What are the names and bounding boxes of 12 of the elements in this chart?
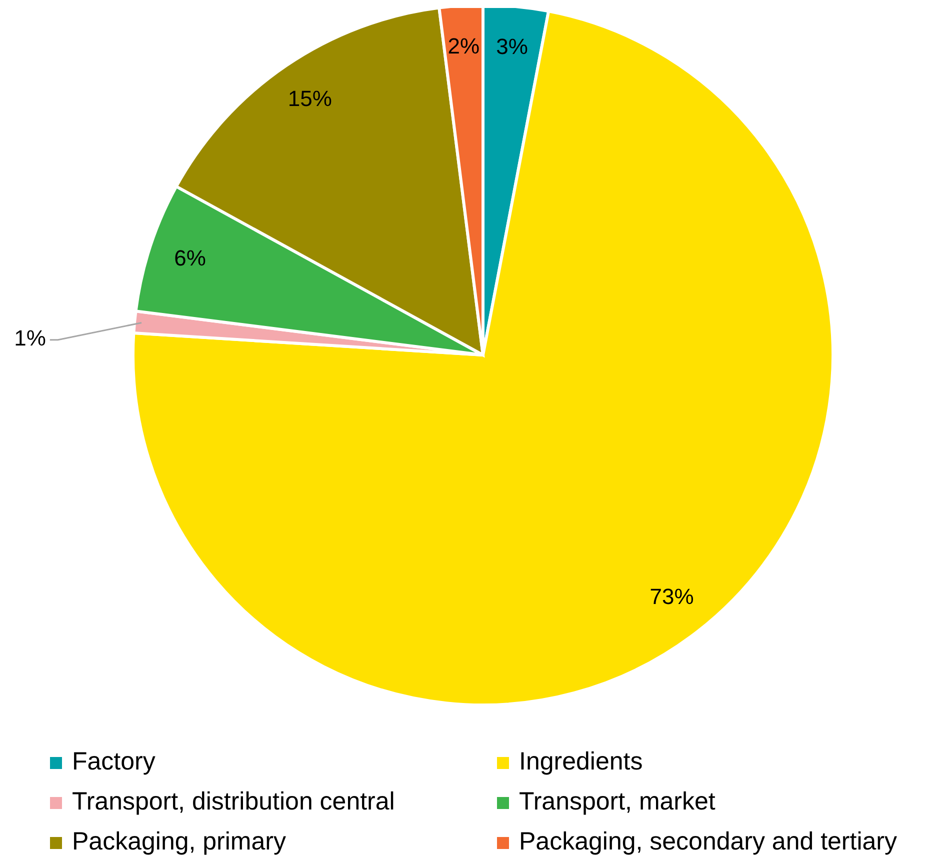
legend-label: Packaging, primary: [72, 828, 286, 856]
data-label: 3%: [496, 34, 528, 60]
legend-label: Packaging, secondary and tertiary: [519, 828, 898, 856]
legend-label: Factory: [72, 748, 156, 776]
legend-label: Transport, distribution central: [72, 788, 395, 816]
data-label: 73%: [650, 584, 694, 610]
data-label: 2%: [448, 33, 480, 58]
legend-label: Transport, market: [519, 788, 716, 816]
data-label: 15%: [288, 86, 332, 112]
data-label: 6%: [174, 246, 206, 271]
legend-label: Ingredients: [519, 748, 643, 776]
data-label: 1%: [14, 326, 46, 351]
